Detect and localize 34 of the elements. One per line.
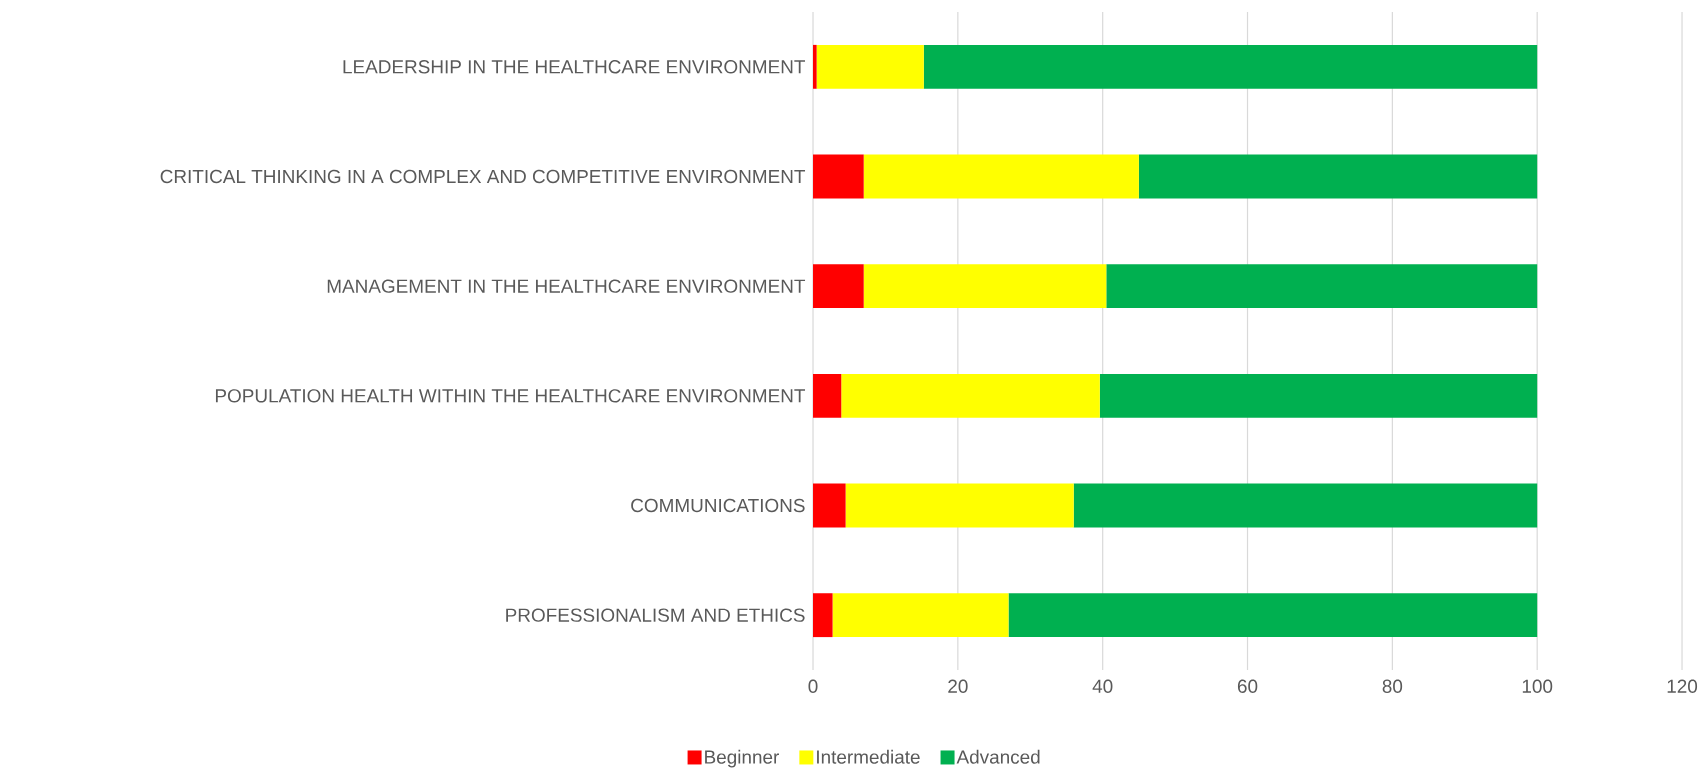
legend-label: Beginner: [705, 749, 780, 768]
bar: [863, 154, 1139, 199]
y-tick-label: COMMUNICATIONS: [631, 498, 805, 513]
y-tick-label: POPULATION HEALTH WITHIN THE HEALTHCARE ENVIRONMENT: [215, 389, 806, 403]
x-tick-label: 120: [1667, 679, 1698, 693]
y-tick-label: MANAGEMENT IN THE HEALTHCARE ENVIRONMENT: [327, 279, 806, 293]
bar: [832, 593, 1009, 638]
y-tick-label: CRITICAL THINKING IN A COMPLEX AND COMPETITIVE ENVIRONMENT: [160, 169, 806, 184]
bar: [863, 264, 1107, 309]
x-tick-label: 60: [1237, 679, 1258, 693]
bar: [813, 264, 864, 309]
bar: [813, 483, 846, 528]
bar: [841, 373, 1100, 418]
bar: [813, 44, 817, 89]
x-tick-label: 40: [1092, 679, 1113, 693]
bar: [813, 373, 842, 418]
legend-label: Intermediate: [817, 749, 920, 764]
y-tick-label: PROFESSIONALISM AND ETHICS: [506, 608, 805, 622]
x-tick-label: 0: [808, 679, 818, 693]
bar: [816, 44, 924, 89]
bar: [813, 593, 833, 638]
x-tick-label: 80: [1382, 679, 1403, 693]
bar: [1106, 264, 1538, 309]
bar: [845, 483, 1074, 528]
bar: [813, 154, 864, 199]
x-tick-label: 20: [948, 679, 968, 693]
bar: [1073, 483, 1538, 528]
y-tick-label: LEADERSHIP IN THE HEALTHCARE ENVIRONMENT: [343, 60, 806, 74]
bar: [923, 44, 1538, 89]
legend-label: Advanced: [956, 749, 1040, 764]
bar: [1008, 593, 1538, 638]
bar: [1099, 373, 1538, 418]
x-tick-label: 100: [1522, 679, 1553, 693]
bar: [1138, 154, 1538, 199]
